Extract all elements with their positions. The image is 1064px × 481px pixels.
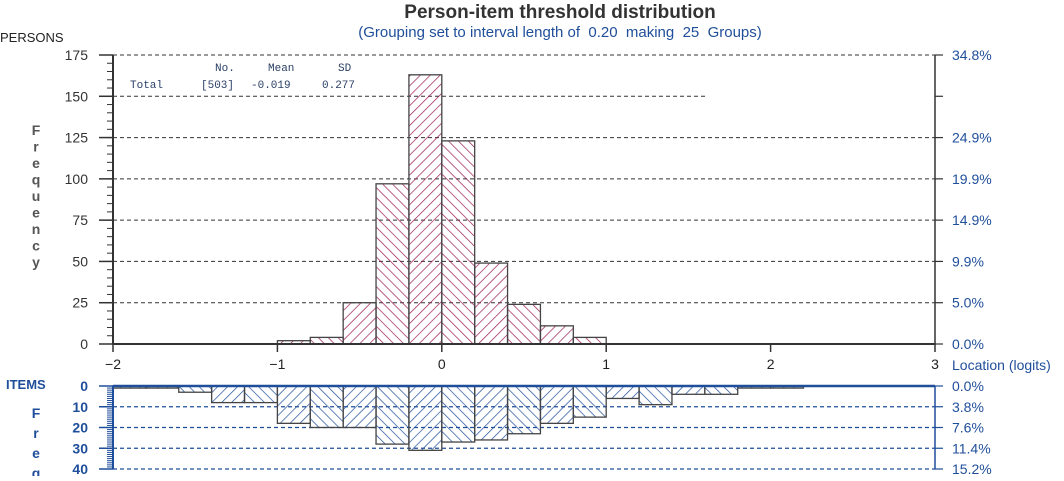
- stats-sd: 0.277: [322, 80, 355, 92]
- persons-right-tick-label: 14.9%: [952, 212, 992, 228]
- persons-bar: [506, 303, 542, 345]
- items-bar: [342, 385, 377, 429]
- x-tick-label: 1: [602, 356, 610, 372]
- stats-header-no: No.: [215, 63, 235, 75]
- persons-y-tick-label: 100: [65, 171, 89, 187]
- persons-y-tick-label: 125: [65, 130, 89, 146]
- persons-y-tick-label: 175: [65, 47, 89, 63]
- persons-bar: [375, 183, 410, 345]
- persons-right-tick-label: 24.9%: [952, 130, 992, 146]
- stats-row-label: Total: [130, 80, 163, 92]
- chart-title: Person-item threshold distribution: [404, 2, 715, 23]
- persons-bar: [342, 302, 377, 345]
- items-y-tick-label: 30: [72, 440, 88, 456]
- items-right-tick-label: 11.4%: [952, 440, 991, 456]
- items-bar: [638, 385, 673, 406]
- persons-bar: [539, 325, 574, 345]
- persons-right-tick-label: 9.9%: [952, 253, 984, 269]
- persons-ylabel-letter: q: [32, 172, 41, 188]
- x-tick-label: 3: [931, 356, 939, 372]
- items-right-tick-label: 0.0%: [952, 378, 984, 394]
- items-bar: [474, 385, 509, 441]
- persons-right-tick-label: 34.8%: [952, 47, 992, 63]
- stats-header-mean: Mean: [268, 63, 294, 75]
- persons-right-tick-label: 0.0%: [952, 336, 984, 352]
- persons-right-tick-label: 19.9%: [952, 171, 992, 187]
- stats-mean: -0.019: [251, 80, 291, 92]
- items-y-tick-label: 40: [72, 461, 88, 476]
- items-right-tick-label: 15.2%: [952, 461, 992, 476]
- persons-ylabel-letter: r: [33, 139, 39, 155]
- x-tick-label: 0: [438, 356, 446, 372]
- items-y-axis-label: Freq: [28, 405, 44, 476]
- persons-ylabel-letter: e: [32, 205, 40, 221]
- items-bar: [605, 385, 640, 400]
- persons-y-tick-label: 50: [72, 253, 88, 269]
- chart-subtitle: (Grouping set to interval length of 0.20…: [358, 24, 762, 41]
- persons-ylabel-letter: e: [32, 155, 40, 171]
- persons-bar: [441, 140, 476, 345]
- items-right-tick-label: 3.8%: [952, 399, 984, 415]
- x-tick-label: −1: [269, 356, 285, 372]
- items-bar: [506, 385, 542, 435]
- persons-y-tick-label: 75: [72, 212, 88, 228]
- items-y-tick-label: 20: [72, 420, 88, 436]
- x-tick-label: 2: [767, 356, 775, 372]
- items-label: ITEMS: [6, 377, 46, 392]
- x-tick-label: −2: [105, 356, 121, 372]
- persons-ylabel-letter: n: [32, 221, 41, 237]
- persons-ylabel-letter: c: [32, 238, 40, 254]
- items-bar: [210, 385, 246, 404]
- persons-bar: [408, 74, 443, 345]
- persons-label: PERSONS: [0, 30, 64, 45]
- persons-y-tick-label: 25: [72, 295, 88, 311]
- x-axis-label: Location (logits): [952, 357, 1051, 373]
- items-bar: [276, 385, 311, 424]
- stats-no: [503]: [201, 80, 234, 92]
- items-bar: [375, 385, 410, 445]
- persons-y-tick-label: 0: [80, 336, 88, 352]
- items-bar: [572, 385, 607, 418]
- items-right-tick-label: 7.6%: [952, 420, 984, 436]
- persons-ylabel-letter: u: [32, 188, 41, 204]
- persons-ylabel-letter: y: [32, 254, 40, 270]
- items-bar: [441, 385, 476, 443]
- items-y-tick-label: 10: [72, 399, 88, 415]
- persons-right-tick-label: 5.0%: [952, 295, 984, 311]
- items-bar: [309, 385, 344, 429]
- items-y-tick-label: 0: [80, 378, 88, 394]
- persons-y-tick-label: 150: [65, 88, 89, 104]
- stats-box: No. Mean SD Total [503] -0.019 0.277: [130, 63, 355, 92]
- stats-header-sd: SD: [338, 63, 352, 75]
- persons-bar: [474, 262, 509, 345]
- items-bar: [539, 385, 574, 424]
- items-bar: [243, 385, 279, 404]
- items-bar: [408, 385, 443, 451]
- persons-ylabel-letter: F: [32, 122, 41, 138]
